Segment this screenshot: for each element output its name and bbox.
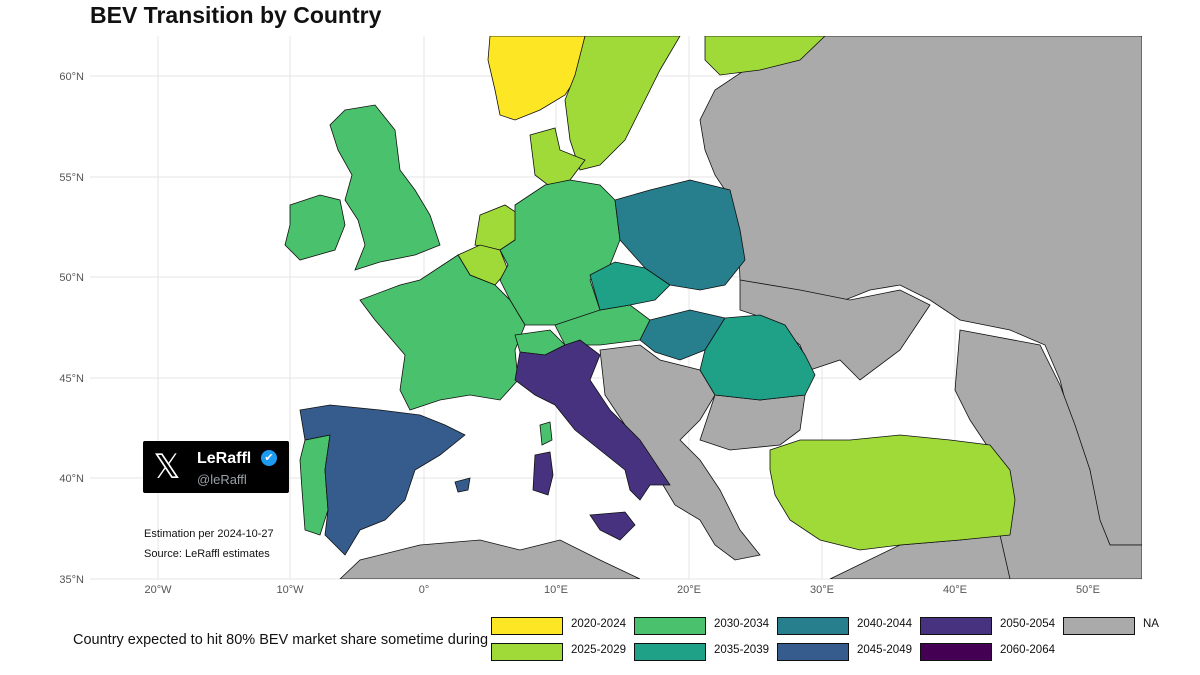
country-sardinia <box>532 451 554 496</box>
legend-label: 2020-2024 <box>571 618 626 630</box>
social-badge: 𝕏 LeRaffl ✔ @leRaffl <box>143 441 289 493</box>
legend-swatch <box>491 617 563 635</box>
lat-label: 50°N <box>59 272 84 284</box>
legend-label: 2025-2029 <box>571 644 626 656</box>
country-denmark <box>529 127 586 186</box>
lon-axis: 20°W 10°W 0° 10°E 20°E 30°E 40°E 50°E <box>144 584 1100 596</box>
legend-label: 2030-2034 <box>714 618 769 630</box>
country-ireland <box>284 194 346 261</box>
country-north-africa <box>339 539 641 579</box>
country-hungary <box>639 309 726 361</box>
country-balearic <box>454 477 471 493</box>
country-spain <box>299 404 466 556</box>
lat-label: 35°N <box>59 574 84 586</box>
lon-label: 40°E <box>943 584 967 596</box>
country-romania <box>699 314 816 401</box>
legend-swatch <box>491 643 563 661</box>
country-sicily <box>589 511 636 541</box>
country-portugal <box>299 434 331 536</box>
legend-swatch <box>1063 617 1135 635</box>
lon-label: 50°E <box>1076 584 1100 596</box>
source-note: Source: LeRaffl estimates <box>144 548 270 560</box>
country-bulgaria <box>699 394 806 451</box>
country-turkey <box>769 434 1016 551</box>
country-sweden <box>564 36 681 171</box>
country-corsica <box>539 421 553 446</box>
lon-label: 10°E <box>544 584 568 596</box>
lon-label: 0° <box>419 584 430 596</box>
lon-label: 30°E <box>810 584 834 596</box>
country-uk <box>329 104 441 271</box>
legend-swatch <box>920 643 992 661</box>
legend-swatch <box>777 617 849 635</box>
lon-label: 20°W <box>144 584 172 596</box>
lon-label: 20°E <box>677 584 701 596</box>
legend-swatch <box>634 643 706 661</box>
legend-swatch <box>777 643 849 661</box>
country-finland <box>704 36 826 76</box>
legend-title: Country expected to hit 80% BEV market s… <box>73 632 489 648</box>
legend-label: 2035-2039 <box>714 644 769 656</box>
legend-swatch <box>920 617 992 635</box>
legend-label: 2060-2064 <box>1000 644 1055 656</box>
legend-label: 2040-2044 <box>857 618 912 630</box>
badge-handle: @leRaffl <box>197 472 247 487</box>
legend-label: 2050-2054 <box>1000 618 1055 630</box>
chart-title: BEV Transition by Country <box>90 2 382 28</box>
lat-label: 40°N <box>59 473 84 485</box>
country-italy <box>514 339 671 501</box>
lat-axis: 60°N 55°N 50°N 45°N 40°N 35°N <box>59 71 84 586</box>
x-logo-icon: 𝕏 <box>153 447 181 487</box>
lon-label: 10°W <box>276 584 304 596</box>
lat-label: 55°N <box>59 172 84 184</box>
country-poland <box>614 179 746 291</box>
legend-label: 2045-2049 <box>857 644 912 656</box>
country-czechia <box>589 261 671 311</box>
lat-label: 60°N <box>59 71 84 83</box>
badge-name: LeRaffl <box>197 450 252 467</box>
legend-label: NA <box>1143 618 1159 630</box>
legend-swatch <box>634 617 706 635</box>
lat-label: 45°N <box>59 373 84 385</box>
verified-icon: ✔ <box>261 450 277 466</box>
estimation-note: Estimation per 2024-10-27 <box>144 528 274 540</box>
country-france <box>359 254 526 411</box>
